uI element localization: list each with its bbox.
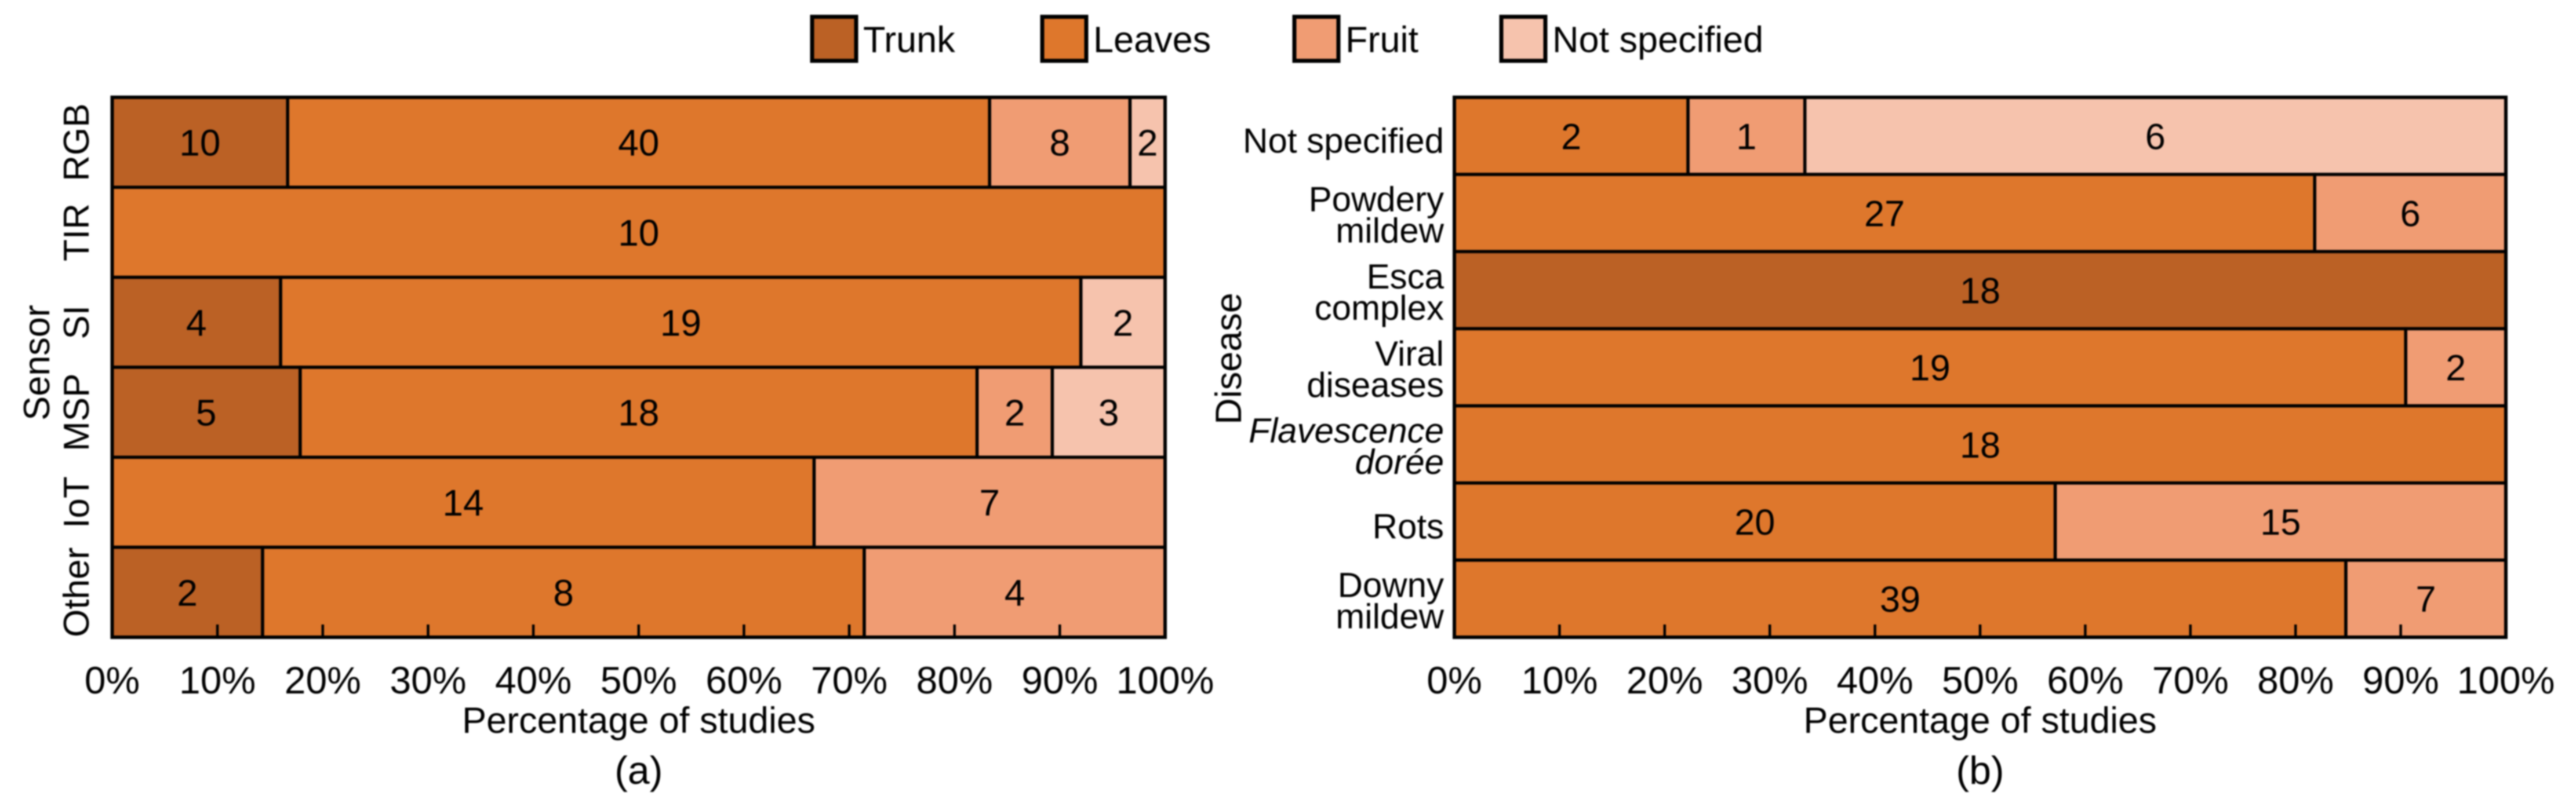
svg-text:(b): (b) xyxy=(1956,748,2004,793)
svg-text:Percentage of studies: Percentage of studies xyxy=(462,700,815,741)
svg-text:20: 20 xyxy=(1734,502,1775,543)
svg-text:10%: 10% xyxy=(1521,659,1598,702)
svg-text:20%: 20% xyxy=(1627,659,1703,702)
svg-text:mildew: mildew xyxy=(1336,597,1444,636)
svg-text:7: 7 xyxy=(979,482,1000,524)
svg-text:0%: 0% xyxy=(85,659,140,702)
svg-text:2: 2 xyxy=(177,572,198,614)
svg-text:Other: Other xyxy=(57,547,97,637)
svg-text:Rots: Rots xyxy=(1373,507,1444,546)
svg-text:2: 2 xyxy=(1113,302,1134,344)
svg-text:19: 19 xyxy=(1910,348,1951,389)
svg-text:10%: 10% xyxy=(179,659,256,702)
svg-text:70%: 70% xyxy=(2152,659,2229,702)
svg-text:39: 39 xyxy=(1880,579,1920,620)
svg-text:SI: SI xyxy=(57,305,97,339)
svg-text:Leaves: Leaves xyxy=(1093,20,1211,60)
svg-text:50%: 50% xyxy=(1942,659,2018,702)
svg-text:diseases: diseases xyxy=(1307,366,1444,404)
svg-text:8: 8 xyxy=(553,572,574,614)
svg-text:4: 4 xyxy=(1005,572,1025,614)
svg-text:IoT: IoT xyxy=(57,476,97,528)
svg-text:70%: 70% xyxy=(811,659,887,702)
svg-text:Esca: Esca xyxy=(1367,257,1445,296)
svg-text:80%: 80% xyxy=(2257,659,2334,702)
svg-text:10: 10 xyxy=(179,122,220,164)
svg-text:MSP: MSP xyxy=(57,374,97,451)
svg-text:18: 18 xyxy=(1960,271,2000,312)
svg-text:3: 3 xyxy=(1098,392,1119,434)
svg-text:RGB: RGB xyxy=(57,104,97,181)
svg-text:TIR: TIR xyxy=(57,203,97,261)
svg-text:100%: 100% xyxy=(2457,659,2555,702)
svg-text:mildew: mildew xyxy=(1336,211,1444,250)
svg-text:Flavescence: Flavescence xyxy=(1249,411,1444,450)
svg-text:90%: 90% xyxy=(2363,659,2439,702)
svg-text:80%: 80% xyxy=(916,659,993,702)
svg-text:Not specified: Not specified xyxy=(1243,122,1444,160)
svg-text:2: 2 xyxy=(2446,348,2466,389)
svg-text:40: 40 xyxy=(618,122,659,164)
svg-text:0%: 0% xyxy=(1427,659,1482,702)
svg-text:27: 27 xyxy=(1864,193,1905,234)
svg-text:10: 10 xyxy=(618,212,659,254)
svg-text:18: 18 xyxy=(1960,425,2000,466)
svg-text:Powdery: Powdery xyxy=(1309,180,1444,219)
svg-text:2: 2 xyxy=(1005,392,1025,434)
svg-text:8: 8 xyxy=(1050,122,1071,164)
svg-text:1: 1 xyxy=(1736,116,1756,157)
svg-text:50%: 50% xyxy=(601,659,677,702)
svg-text:30%: 30% xyxy=(1731,659,1808,702)
svg-text:6: 6 xyxy=(2145,116,2166,157)
svg-text:40%: 40% xyxy=(495,659,572,702)
svg-text:15: 15 xyxy=(2260,502,2301,543)
svg-text:Not specified: Not specified xyxy=(1552,20,1763,60)
svg-text:dorée: dorée xyxy=(1355,443,1444,481)
svg-text:Fruit: Fruit xyxy=(1345,20,1418,60)
svg-text:18: 18 xyxy=(618,392,659,434)
svg-text:30%: 30% xyxy=(390,659,466,702)
svg-text:Percentage of studies: Percentage of studies xyxy=(1803,700,2156,741)
svg-text:19: 19 xyxy=(660,302,701,344)
svg-text:6: 6 xyxy=(2400,193,2421,234)
svg-text:40%: 40% xyxy=(1837,659,1913,702)
svg-text:Disease: Disease xyxy=(1209,293,1249,425)
svg-text:5: 5 xyxy=(196,392,217,434)
svg-text:90%: 90% xyxy=(1021,659,1098,702)
svg-text:Trunk: Trunk xyxy=(863,20,955,60)
svg-text:Downy: Downy xyxy=(1338,565,1444,604)
svg-text:2: 2 xyxy=(1137,122,1158,164)
svg-text:20%: 20% xyxy=(285,659,361,702)
svg-text:60%: 60% xyxy=(705,659,782,702)
svg-text:Viral: Viral xyxy=(1375,334,1444,373)
svg-text:2: 2 xyxy=(1561,116,1581,157)
svg-text:4: 4 xyxy=(186,302,207,344)
svg-text:Sensor: Sensor xyxy=(17,305,57,421)
svg-text:complex: complex xyxy=(1315,289,1444,327)
svg-text:7: 7 xyxy=(2415,579,2436,620)
svg-text:(a): (a) xyxy=(614,748,663,793)
svg-text:60%: 60% xyxy=(2047,659,2123,702)
svg-text:100%: 100% xyxy=(1116,659,1214,702)
svg-text:14: 14 xyxy=(442,482,483,524)
